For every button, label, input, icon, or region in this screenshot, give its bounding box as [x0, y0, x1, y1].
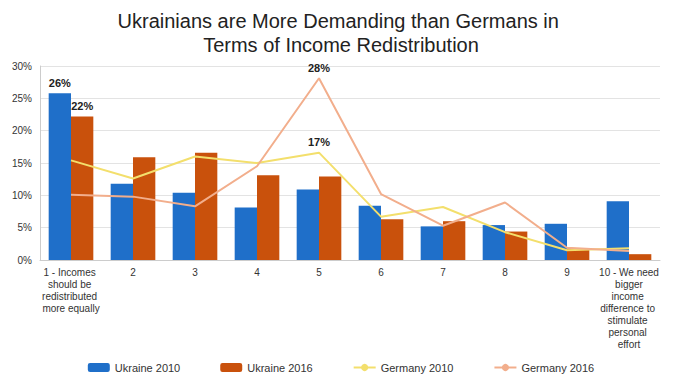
svg-text:0%: 0%: [18, 255, 33, 266]
svg-text:Terms of Income Redistribution: Terms of Income Redistribution: [203, 34, 479, 56]
svg-text:25%: 25%: [12, 93, 32, 104]
svg-text:Germany 2010: Germany 2010: [381, 362, 454, 374]
svg-text:5: 5: [316, 267, 322, 278]
svg-text:effort: effort: [618, 339, 641, 350]
svg-text:22%: 22%: [71, 100, 93, 112]
svg-text:Ukrainians are More Demanding: Ukrainians are More Demanding than Germa…: [118, 10, 565, 32]
svg-text:17%: 17%: [308, 136, 330, 148]
svg-text:more equally: more equally: [42, 303, 99, 314]
svg-text:8: 8: [502, 267, 508, 278]
svg-text:1 - Incomes: 1 - Incomes: [43, 267, 98, 278]
svg-text:difference to: difference to: [600, 303, 658, 314]
svg-text:stimulate: stimulate: [608, 315, 651, 326]
svg-text:Ukraine 2016: Ukraine 2016: [247, 362, 312, 374]
svg-text:redistributed: redistributed: [42, 291, 100, 302]
svg-text:bigger: bigger: [612, 279, 645, 290]
svg-text:Germany 2016: Germany 2016: [521, 362, 594, 374]
svg-text:should be: should be: [48, 279, 94, 290]
svg-text:9: 9: [564, 267, 570, 278]
svg-text:6: 6: [378, 267, 384, 278]
svg-text:28%: 28%: [308, 62, 330, 74]
svg-text:income: income: [611, 291, 646, 302]
svg-text:10%: 10%: [12, 190, 32, 201]
svg-text:5%: 5%: [18, 222, 33, 233]
svg-text:4: 4: [254, 267, 260, 278]
svg-text:20%: 20%: [12, 125, 32, 136]
svg-text:2: 2: [130, 267, 136, 278]
svg-text:30%: 30%: [12, 61, 32, 72]
svg-text:7: 7: [440, 267, 446, 278]
svg-text:15%: 15%: [12, 158, 32, 169]
svg-text:personal: personal: [608, 327, 649, 338]
svg-text:3: 3: [192, 267, 198, 278]
svg-text:10 - We need: 10 - We need: [599, 267, 659, 278]
svg-text:Ukraine 2010: Ukraine 2010: [115, 362, 180, 374]
svg-text:26%: 26%: [49, 77, 71, 89]
